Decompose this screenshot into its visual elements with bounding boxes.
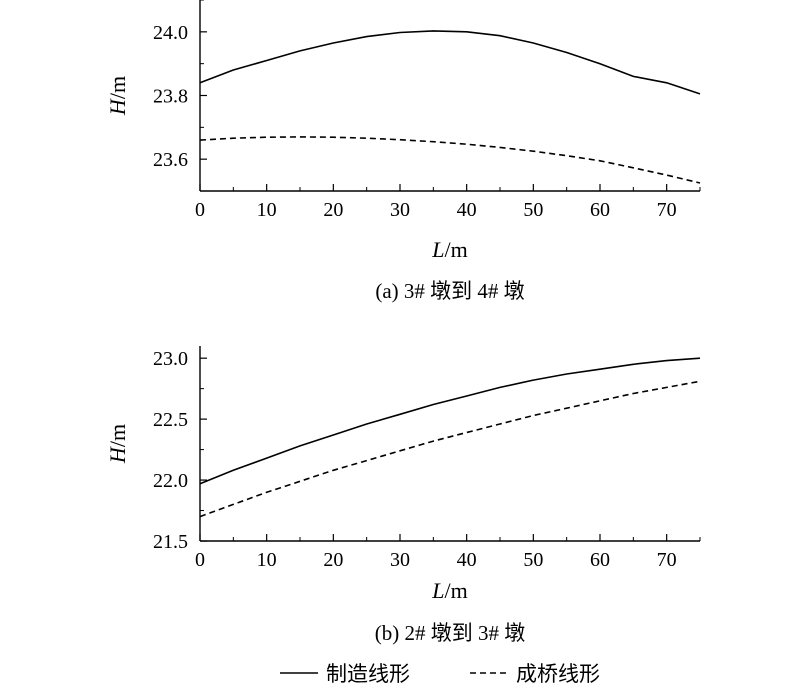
x-tick-label: 20 [323, 199, 343, 221]
legend: 制造线形 成桥线形 [280, 662, 600, 686]
x-axis-label-var: L [431, 237, 444, 262]
x-tick-label: 0 [195, 549, 205, 571]
x-tick-label: 70 [657, 199, 677, 221]
x-axis-label-var: L [431, 578, 444, 603]
y-tick-label: 24.0 [153, 22, 188, 44]
series-line-chengqiao [199, 136, 701, 184]
x-tick-label: 50 [523, 549, 543, 571]
y-axis-label-var: H [105, 446, 130, 464]
x-tick-label: 60 [590, 199, 610, 221]
x-axis-label: L/m [431, 578, 467, 603]
x-tick-label: 10 [257, 199, 277, 221]
x-tick-label: 40 [457, 549, 477, 571]
caption-b: (b) 2# 墩到 3# 墩 [375, 621, 526, 645]
legend-label-solid: 制造线形 [326, 662, 410, 686]
x-tick-label: 40 [457, 199, 477, 221]
y-axis-label: H/m [105, 424, 130, 464]
series-line-zhizao [199, 30, 701, 95]
y-axis-label-var: H [105, 98, 130, 116]
series-line-chengqiao [199, 380, 701, 518]
caption-a: (a) 3# 墩到 4# 墩 [375, 279, 524, 303]
x-tick-label: 50 [523, 199, 543, 221]
x-tick-label: 30 [390, 199, 410, 221]
x-axis-label: L/m [431, 237, 467, 262]
x-tick-label: 70 [657, 549, 677, 571]
y-tick-label: 22.0 [153, 470, 188, 492]
y-axis-label-unit: /m [105, 424, 130, 447]
x-axis-label-unit: /m [445, 578, 468, 603]
y-tick-label: 22.5 [153, 409, 188, 431]
series-line-zhizao [199, 357, 701, 485]
y-axis-label-unit: /m [105, 76, 130, 99]
y-tick-label: 23.0 [153, 348, 188, 370]
x-tick-label: 0 [195, 199, 205, 221]
y-axis-label: H/m [105, 76, 130, 116]
x-tick-label: 20 [323, 549, 343, 571]
legend-label-dashed: 成桥线形 [516, 662, 600, 686]
x-tick-label: 60 [590, 549, 610, 571]
y-tick-label: 23.8 [153, 86, 188, 108]
y-tick-label: 21.5 [153, 531, 188, 553]
y-tick-label: 23.6 [153, 149, 188, 171]
x-tick-label: 30 [390, 549, 410, 571]
x-axis-label-unit: /m [445, 237, 468, 262]
x-tick-label: 10 [257, 549, 277, 571]
